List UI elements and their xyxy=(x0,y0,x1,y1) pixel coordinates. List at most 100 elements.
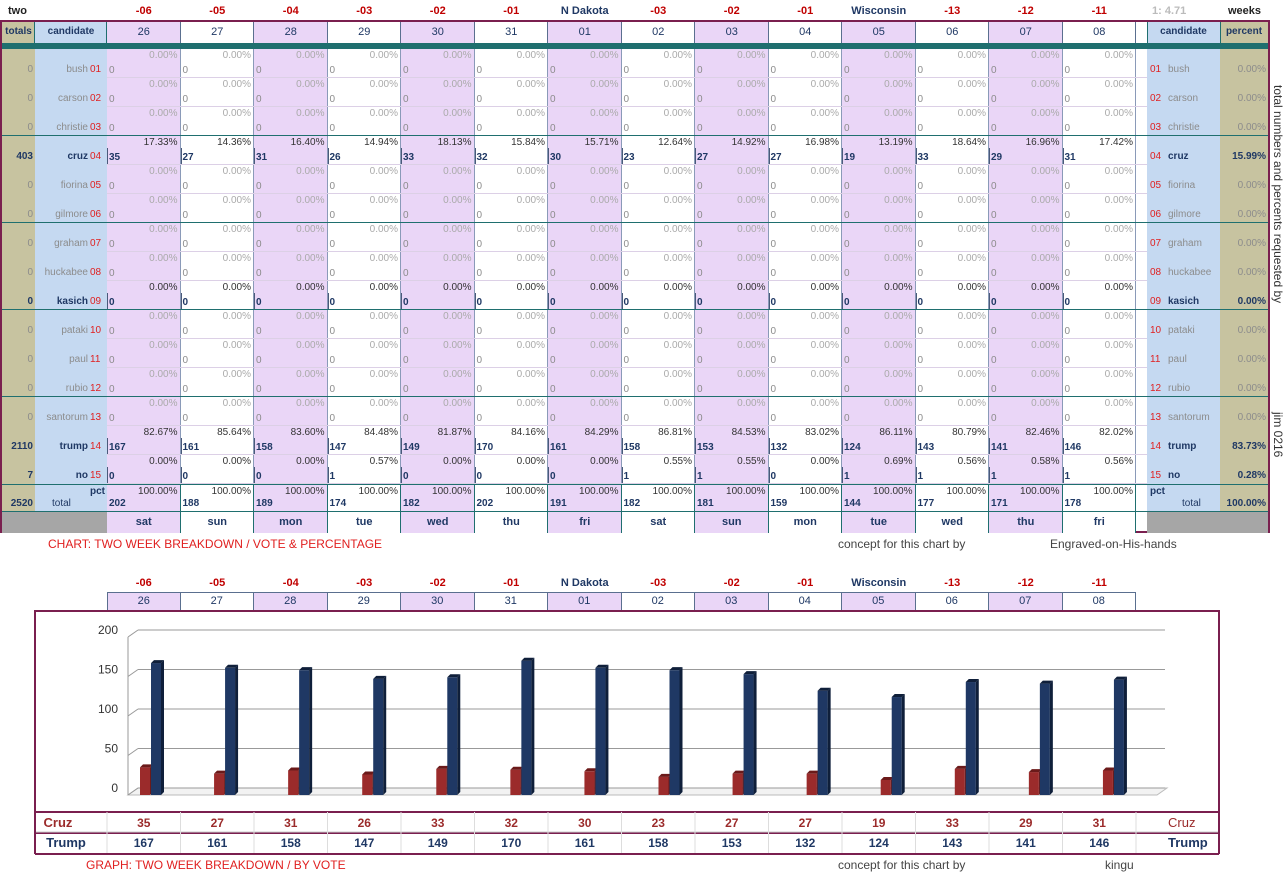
trump-bar-side xyxy=(975,679,979,795)
cruz-value: 31 xyxy=(284,816,298,830)
cell-percent: 0.00% xyxy=(516,79,545,90)
cell-vote: 0 xyxy=(844,210,850,221)
cell-percent: 0.00% xyxy=(884,195,913,206)
cell-vote: 31 xyxy=(256,152,268,163)
total-day-percent: 100.00% xyxy=(799,486,839,497)
cell-percent: 0.00% xyxy=(369,224,398,235)
date-header: 05 xyxy=(872,26,885,38)
cell-vote: 0 xyxy=(182,65,189,76)
cell-inner-divider xyxy=(254,438,255,454)
cell-vote: 33 xyxy=(917,152,929,163)
cell-vote: 0 xyxy=(917,65,924,76)
cell-percent: 0.00% xyxy=(149,50,178,61)
cell-percent: 0.00% xyxy=(957,398,986,409)
cell-percent: 0.00% xyxy=(149,282,178,293)
day-offset-label: -01 xyxy=(503,5,520,17)
trump-value: 143 xyxy=(942,836,962,850)
cell-percent: 0.00% xyxy=(663,50,692,61)
cell-percent: 0.00% xyxy=(369,253,398,264)
weekday-row-border xyxy=(2,511,1268,512)
total-day-cell xyxy=(107,485,181,511)
day-column xyxy=(768,49,842,484)
row-separator xyxy=(107,454,1147,455)
total-day-cell xyxy=(474,485,548,511)
cruz-bar xyxy=(732,773,743,795)
day-column xyxy=(107,49,181,484)
trump-bar-top xyxy=(151,660,164,664)
weekday-label: sun xyxy=(721,516,742,528)
cell-vote: 124 xyxy=(844,442,861,453)
candidate-number: 02 xyxy=(90,93,102,104)
cell-percent: 0.00% xyxy=(296,398,325,409)
cell-percent: 0.00% xyxy=(369,340,398,351)
cell-vote: 0 xyxy=(182,384,189,395)
graph-day-offset-label: -03 xyxy=(650,577,667,589)
cell-percent: 0.00% xyxy=(296,224,325,235)
candidate-number: 11 xyxy=(90,354,101,365)
cell-percent: 0.00% xyxy=(957,224,986,235)
cell-vote: 0 xyxy=(403,326,409,337)
cell-vote: 0 xyxy=(182,471,189,482)
cell-percent: 0.00% xyxy=(737,282,766,293)
cell-inner-divider xyxy=(768,467,770,483)
cell-vote: 0 xyxy=(476,413,483,424)
cell-percent: 0.00% xyxy=(663,311,692,322)
cell-percent: 0.00% xyxy=(443,456,472,467)
cruz-value: 23 xyxy=(652,816,666,830)
cruz-bar-top xyxy=(880,776,894,780)
trump-bar-side xyxy=(1049,680,1053,795)
cruz-bar xyxy=(954,768,965,795)
cell-vote: 0 xyxy=(476,326,483,337)
candidate-total: 0 xyxy=(27,412,33,423)
cell-percent: 16.40% xyxy=(290,137,325,148)
cell-percent: 0.55% xyxy=(737,456,766,467)
total-label-right: total xyxy=(1182,498,1201,509)
cell-vote: 0 xyxy=(182,413,189,424)
cell-vote: 0 xyxy=(770,355,777,366)
date-header: 03 xyxy=(725,26,738,38)
total-day-cell xyxy=(842,485,916,511)
cell-percent: 0.00% xyxy=(957,311,986,322)
chart-concept: concept for this chart by xyxy=(838,537,966,551)
trump-bar xyxy=(151,663,161,795)
trump-value: 146 xyxy=(1089,836,1109,850)
cell-percent: 0.00% xyxy=(884,369,913,380)
candidate-number-right: 05 xyxy=(1150,180,1162,191)
cell-vote: 0 xyxy=(623,297,630,308)
cell-vote: 0 xyxy=(770,181,777,192)
cell-percent: 0.00% xyxy=(516,369,545,380)
cell-percent: 0.00% xyxy=(810,195,839,206)
cruz-value: 33 xyxy=(431,816,445,830)
cruz-series-label-right: Cruz xyxy=(1168,815,1195,830)
cell-percent: 0.00% xyxy=(590,369,619,380)
cell-percent: 14.94% xyxy=(364,137,398,148)
cell-percent: 0.00% xyxy=(1104,224,1133,235)
total-day-value: 188 xyxy=(182,498,200,509)
total-day-value: 174 xyxy=(329,498,347,509)
cell-percent: 0.00% xyxy=(1104,311,1133,322)
cell-vote: 0 xyxy=(1064,65,1071,76)
cell-vote: 1 xyxy=(844,471,850,482)
cell-percent: 0.00% xyxy=(369,398,398,409)
cell-vote: 0 xyxy=(844,268,850,279)
candidate-percent: 0.00% xyxy=(1237,383,1266,394)
cell-vote: 0 xyxy=(550,268,556,279)
grand-percent: 100.00% xyxy=(1226,498,1266,509)
total-day-percent: 100.00% xyxy=(432,486,472,497)
cell-vote: 0 xyxy=(1064,268,1071,279)
cell-inner-divider xyxy=(695,148,696,164)
cell-percent: 0.00% xyxy=(590,195,619,206)
cell-vote: 0 xyxy=(476,297,483,308)
candidate-right-column xyxy=(1147,49,1220,484)
date-header-cell xyxy=(180,22,254,43)
candidate-name: christie xyxy=(56,122,88,133)
cell-percent: 0.00% xyxy=(1104,398,1133,409)
cell-vote: 0 xyxy=(182,297,189,308)
candidate-number-right: 08 xyxy=(1150,267,1162,278)
cell-percent: 0.00% xyxy=(957,108,986,119)
cell-vote: 0 xyxy=(329,210,336,221)
cell-inner-divider xyxy=(254,293,255,309)
cell-percent: 17.42% xyxy=(1099,137,1133,148)
candidate-name-right: paul xyxy=(1168,354,1187,365)
weekday-label: sun xyxy=(207,516,228,528)
